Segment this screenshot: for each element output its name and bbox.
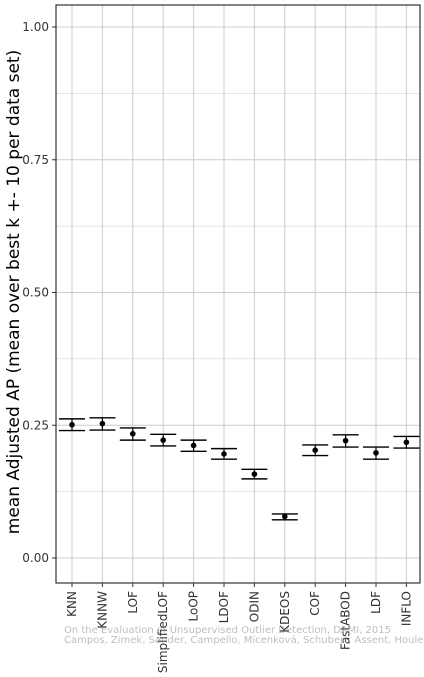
x-tick-label: LOF <box>126 591 140 614</box>
watermark-line-1: On the Evaluation of Unsupervised Outlie… <box>64 625 391 636</box>
plot-border <box>55 4 421 584</box>
x-tick-label: FastABOD <box>339 591 353 650</box>
grid-layer <box>56 5 420 583</box>
data-point <box>99 420 106 427</box>
x-tick-label: COF <box>308 591 322 616</box>
x-tick-label: KNN <box>65 591 79 617</box>
data-point-group <box>332 434 359 448</box>
data-point-group <box>211 447 237 460</box>
x-tick-label: LDF <box>369 591 383 614</box>
x-tick-label: SimplifiedLOF <box>156 591 170 673</box>
data-point-group <box>393 435 420 449</box>
data-point-group <box>271 513 298 521</box>
x-axis: KNN KNNW LOF SimplifiedLOF LoOP LDOF ODIN KDEOS… <box>65 583 413 673</box>
data-point <box>403 439 410 446</box>
y-axis-title: mean Adjusted AP (mean over best k +- 10… <box>4 50 24 534</box>
data-point-group <box>150 433 177 447</box>
data-point <box>342 437 349 444</box>
y-tick-label: 1.00 <box>22 20 49 34</box>
data-point-group <box>59 418 85 432</box>
data-point-group <box>363 446 389 460</box>
watermark: On the Evaluation of Unsupervised Outlie… <box>64 625 423 646</box>
x-tick-label: INFLO <box>399 591 413 626</box>
watermark-line-2: Campos, Zimek, Sander, Campello, Micenko… <box>64 634 423 646</box>
data-point-group <box>180 439 207 452</box>
data-point <box>251 471 258 477</box>
x-tick-label: LoOP <box>187 591 201 622</box>
data-point-group <box>89 417 116 431</box>
data-point <box>221 451 227 457</box>
y-axis: 0.00 0.25 0.50 0.75 1.00 <box>22 20 56 565</box>
y-tick-label: 0.25 <box>22 418 49 432</box>
data-point-group <box>241 468 268 480</box>
data-point <box>282 513 288 520</box>
data-marks <box>59 417 420 521</box>
data-point <box>160 437 166 443</box>
x-tick-label: KNNW <box>95 591 109 629</box>
data-point <box>190 442 197 449</box>
data-point <box>69 421 75 428</box>
y-tick-label: 0.00 <box>22 551 49 565</box>
data-point <box>130 430 136 437</box>
data-point <box>373 450 379 456</box>
y-tick-label: 0.50 <box>22 286 49 300</box>
x-tick-label: LDOF <box>217 591 231 623</box>
data-point <box>312 447 319 454</box>
data-point-group <box>302 444 329 457</box>
y-tick-label: 0.75 <box>22 153 49 167</box>
plot-border-rect <box>55 4 421 584</box>
x-tick-label: ODIN <box>247 591 261 622</box>
x-tick-label: KDEOS <box>278 591 292 633</box>
data-point-group <box>119 427 146 441</box>
